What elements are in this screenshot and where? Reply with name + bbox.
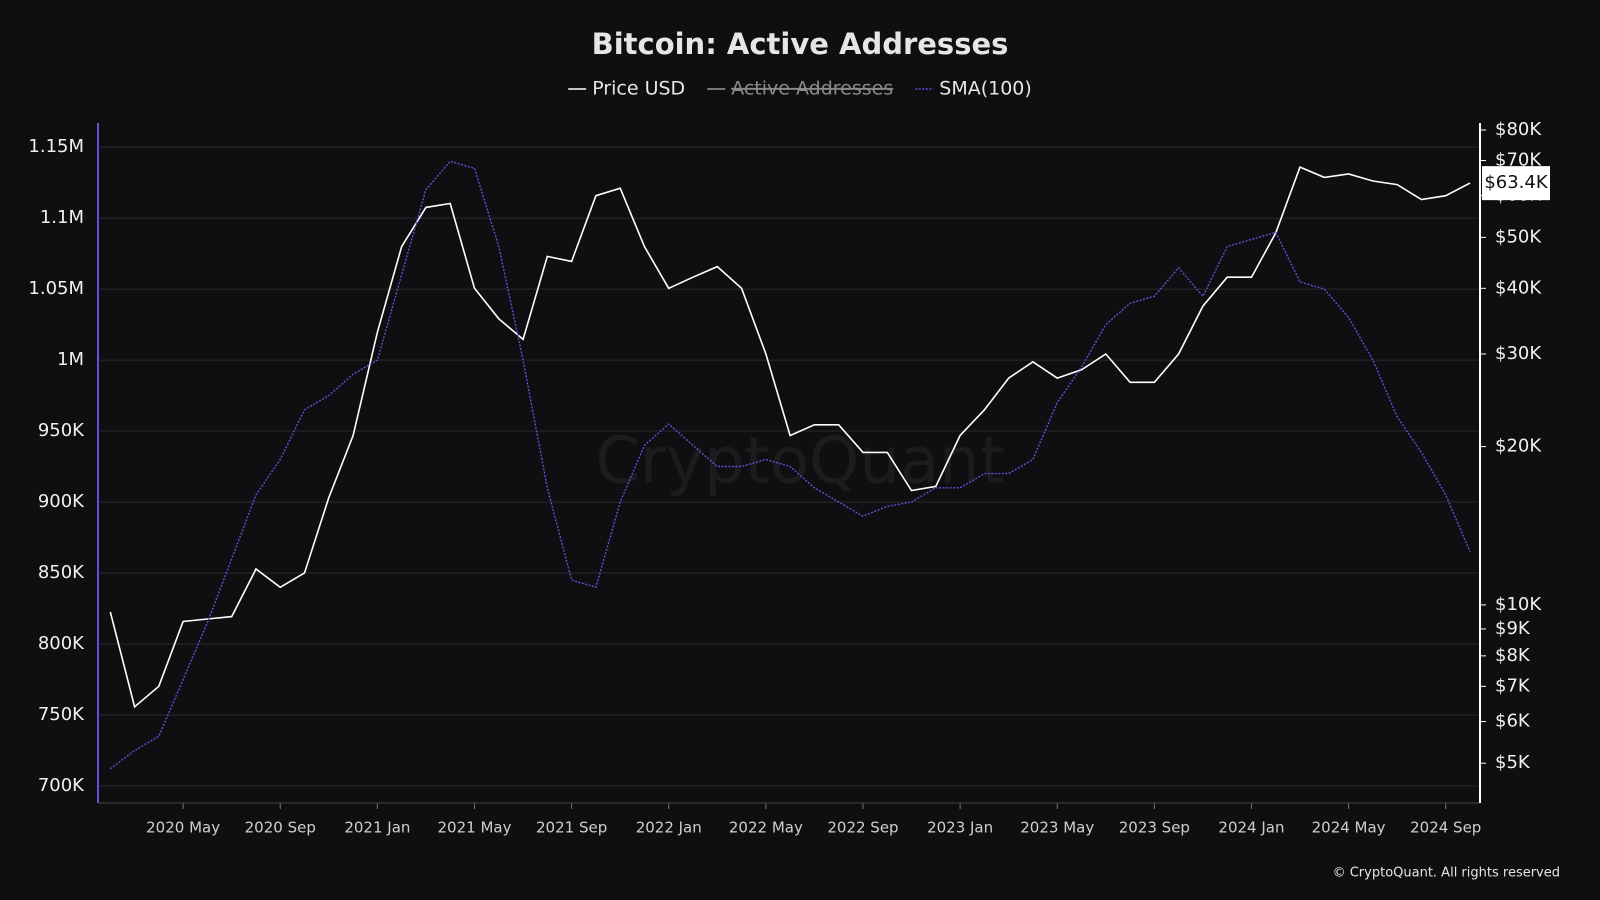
series-line (109, 166, 1471, 709)
x-tick-label: 2022 Jan (636, 819, 702, 837)
y-tick-label: 1.05M (28, 278, 84, 299)
x-tick-label: 2023 Sep (1119, 819, 1190, 837)
x-tick-label: 2023 Jan (927, 819, 993, 837)
y2-tick-label: $6K (1495, 711, 1531, 732)
x-tick-label: 2024 Sep (1410, 819, 1481, 837)
y2-tick-label: $20K (1495, 436, 1542, 457)
y2-tick-label: $10K (1495, 594, 1542, 615)
y-tick-label: 750K (38, 704, 85, 725)
footer: © CryptoQuant. All rights reserved (1333, 866, 1560, 881)
x-tick-label: 2020 May (146, 819, 220, 837)
legend-label: SMA(100) (939, 78, 1032, 100)
legend: Price USD Active Addresses SMA(100) (568, 78, 1032, 100)
y-tick-label: 900K (38, 491, 85, 512)
x-tick-label: 2024 Jan (1218, 819, 1284, 837)
y-tick-label: 800K (38, 633, 85, 654)
last-value-label: $63.4K (1484, 172, 1549, 193)
y2-tick-label: $70K (1495, 150, 1542, 171)
y-tick-label: 1.1M (40, 207, 84, 228)
y2-tick-label: $50K (1495, 226, 1542, 247)
y-tick-label: 1.15M (28, 136, 84, 157)
x-tick-label: 2022 May (729, 819, 803, 837)
series-line (109, 160, 1471, 770)
y-tick-label: 850K (38, 562, 85, 583)
legend-item: Active Addresses (707, 78, 893, 100)
y2-tick-label: $30K (1495, 343, 1542, 364)
x-tick-label: 2021 May (438, 819, 512, 837)
y-tick-label: 700K (38, 775, 85, 796)
legend-item: SMA(100) (915, 78, 1032, 100)
y2-tick-label: $40K (1495, 277, 1542, 298)
y-tick-label: 1M (57, 349, 84, 370)
legend-label: Active Addresses (731, 78, 893, 100)
y2-tick-label: $9K (1495, 618, 1531, 639)
x-tick-label: 2020 Sep (245, 819, 316, 837)
y-tick-label: 950K (38, 420, 85, 441)
legend-item: Price USD (568, 78, 685, 100)
chart-title: Bitcoin: Active Addresses (592, 27, 1009, 61)
last-value-box (1482, 166, 1550, 201)
x-tick-label: 2024 May (1312, 819, 1386, 837)
y2-tick-label: $8K (1495, 645, 1531, 666)
y2-tick-label: $7K (1495, 675, 1531, 696)
x-tick-label: 2022 Sep (827, 819, 898, 837)
legend-label: Price USD (592, 78, 685, 100)
y2-tick-label: $5K (1495, 752, 1531, 773)
y2-tick-label: $80K (1495, 119, 1542, 140)
x-tick-label: 2021 Sep (536, 819, 607, 837)
x-tick-label: 2021 Jan (344, 819, 410, 837)
x-tick-label: 2023 May (1020, 819, 1094, 837)
